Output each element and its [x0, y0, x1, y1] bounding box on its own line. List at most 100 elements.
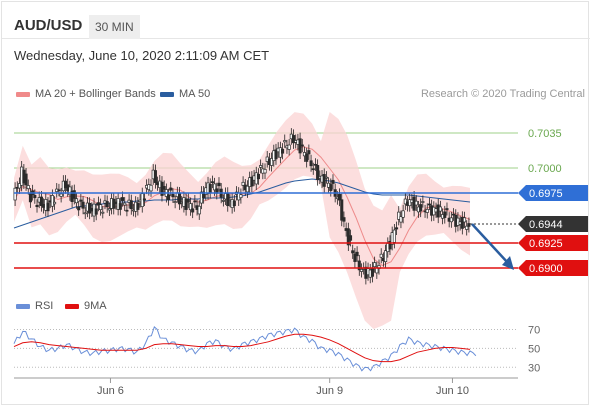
- candle-down: [443, 211, 447, 218]
- level-tag-current: [518, 216, 588, 232]
- candle-down: [291, 135, 296, 144]
- candle-down: [307, 150, 311, 155]
- candle-up: [59, 193, 63, 197]
- rsi-tick-label: 30: [528, 362, 540, 374]
- candle-up: [324, 176, 328, 179]
- candle-up: [438, 206, 442, 212]
- candle-up: [13, 187, 17, 201]
- x-tick-label: Jun 9: [316, 385, 343, 397]
- candle-down: [274, 149, 278, 160]
- candle-down: [39, 196, 43, 207]
- legend-item-bollinger: MA 20 + Bollinger Bands: [16, 88, 156, 100]
- candle-down: [125, 209, 129, 212]
- candle-down: [357, 260, 361, 271]
- level-tag-support: [518, 260, 588, 276]
- candle-down: [217, 182, 221, 187]
- candle-down: [300, 144, 304, 147]
- candle-up: [384, 250, 388, 263]
- candle-up: [173, 201, 177, 203]
- level-tag-support: [518, 235, 588, 251]
- candle-down: [186, 199, 190, 203]
- legend-label-ma50: MA 50: [179, 88, 211, 100]
- candle-up: [425, 208, 429, 213]
- candle-down: [105, 201, 109, 208]
- y-tick-label: 0.7000: [528, 163, 562, 175]
- candle-down: [208, 184, 212, 193]
- candle-down: [118, 203, 122, 210]
- candle-up: [465, 225, 469, 230]
- candle-up: [17, 183, 22, 189]
- candle-down: [77, 206, 81, 211]
- candle-down: [460, 217, 464, 229]
- x-tick-label: Jun 6: [97, 385, 124, 397]
- candle-down: [395, 227, 399, 230]
- candle-down: [445, 208, 449, 210]
- legend-label-rsi: RSI: [35, 300, 54, 312]
- ma50-swatch: [160, 91, 174, 97]
- candle-up: [403, 198, 407, 205]
- candle-down: [57, 189, 61, 192]
- candle-up: [397, 211, 401, 220]
- candle-up: [213, 183, 217, 191]
- candle-down: [281, 148, 285, 154]
- bollinger-swatch: [16, 91, 30, 97]
- candle-up: [149, 184, 153, 192]
- chart-datetime: Wednesday, June 10, 2020 2:11:09 AM CET: [14, 48, 270, 63]
- candle-up: [101, 211, 105, 214]
- timeframe-badge[interactable]: 30 MIN: [89, 15, 140, 39]
- level-tag-label: 0.6944: [529, 219, 563, 231]
- candle-down: [467, 223, 471, 227]
- candle-up: [259, 165, 263, 168]
- candle-up: [241, 181, 245, 186]
- candle-down: [322, 174, 326, 187]
- research-credit: Research © 2020 Trading Central: [420, 88, 585, 100]
- candle-down: [355, 251, 359, 257]
- legend-label-bollinger: MA 20 + Bollinger Bands: [35, 88, 156, 100]
- candle-up: [83, 212, 87, 215]
- x-tick-label: Jun 10: [436, 385, 469, 397]
- candle-down: [193, 200, 197, 203]
- candle-down: [348, 235, 353, 241]
- candle-up: [239, 194, 243, 199]
- candle-up: [68, 186, 72, 196]
- candle-down: [169, 187, 173, 191]
- candle-down: [210, 181, 214, 184]
- candle-down: [351, 250, 355, 254]
- candle-up: [123, 202, 127, 206]
- forecast-arrow-shaft: [471, 223, 509, 264]
- forecast-arrow-head: [502, 256, 514, 270]
- candle-down: [340, 199, 344, 221]
- legend-label-9ma: 9MA: [84, 300, 107, 312]
- candle-up: [414, 200, 418, 206]
- candle-up: [401, 210, 405, 218]
- candle-down: [353, 253, 357, 262]
- candle-down: [342, 217, 346, 222]
- candle-up: [74, 198, 79, 204]
- candle-down: [388, 240, 392, 250]
- candle-down: [96, 202, 100, 206]
- candle-up: [359, 269, 364, 272]
- legend-item-ma50: MA 50: [160, 88, 210, 100]
- legend-item-9ma: 9MA: [65, 300, 107, 312]
- candle-down: [24, 173, 28, 186]
- candle-up: [283, 140, 287, 143]
- candle-down: [79, 199, 83, 202]
- candle-down: [153, 170, 157, 183]
- candle-down: [136, 202, 140, 210]
- candle-down: [232, 200, 236, 207]
- candle-down: [226, 192, 230, 207]
- candle-up: [263, 168, 267, 174]
- legend-item-rsi: RSI: [16, 300, 53, 312]
- candle-down: [35, 204, 39, 208]
- candle-up: [287, 144, 291, 150]
- candle-down: [305, 153, 309, 162]
- rsi-ma9-line: [13, 333, 471, 363]
- candle-up: [26, 185, 30, 190]
- candle-down: [184, 198, 188, 210]
- candle-up: [379, 253, 383, 258]
- candle-down: [94, 208, 98, 215]
- candle-down: [142, 198, 146, 201]
- y-tick-label: 0.7035: [528, 128, 562, 140]
